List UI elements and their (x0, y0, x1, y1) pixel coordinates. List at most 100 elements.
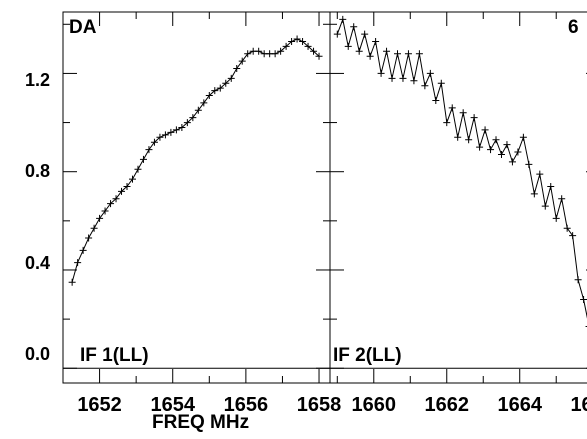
panel-label-if2: IF 2(LL) (333, 345, 402, 366)
data-point (552, 214, 560, 222)
data-point (161, 131, 169, 139)
data-point (339, 15, 347, 23)
x-tick-label: 1662 (425, 394, 470, 416)
corner-label-right: 6 (568, 17, 579, 38)
data-point (547, 182, 555, 190)
data-point (383, 47, 391, 55)
data-point (211, 87, 219, 95)
data-point (426, 69, 434, 77)
data-point (492, 136, 500, 144)
data-point (134, 165, 142, 173)
x-tick-label: 1656 (224, 394, 269, 416)
data-point (503, 141, 511, 149)
data-point (563, 224, 571, 232)
data-point (415, 50, 423, 58)
x-axis-label: FREQ MHz (152, 412, 249, 433)
tick-marks (62, 12, 587, 383)
chart-labels: DA 6 IF 1(LL) IF 2(LL) FREQ MHz 0.0 0.4 … (25, 17, 587, 433)
data-point (107, 200, 115, 208)
y-tick-label: 0.8 (25, 161, 50, 181)
data-point (96, 214, 104, 222)
data-series (68, 15, 587, 327)
data-point (355, 47, 363, 55)
data-point (282, 42, 290, 50)
data-point (536, 170, 544, 178)
data-point (519, 133, 527, 141)
x-tick-label: 1652 (77, 394, 122, 416)
panel-frame (329, 11, 587, 384)
data-point (227, 74, 235, 82)
data-point (222, 79, 230, 87)
data-point (128, 175, 136, 183)
data-point (194, 106, 202, 114)
data-point (465, 136, 473, 144)
data-point (361, 30, 369, 38)
data-point (497, 151, 505, 159)
data-point (277, 47, 285, 55)
data-point (580, 295, 587, 303)
data-point (167, 128, 175, 136)
data-point (118, 187, 126, 195)
data-point (244, 50, 252, 58)
data-point (183, 119, 191, 127)
data-point (366, 52, 374, 60)
data-point (404, 50, 412, 58)
data-point (525, 160, 533, 168)
x-tick-label: 1658 (297, 394, 342, 416)
data-point (508, 158, 516, 166)
data-point (315, 52, 323, 60)
data-point (569, 232, 577, 240)
series-line (336, 17, 587, 319)
data-point (344, 42, 352, 50)
data-point (514, 148, 522, 156)
data-point (90, 224, 98, 232)
data-point (68, 278, 76, 286)
data-point (421, 82, 429, 90)
data-point (304, 42, 312, 50)
data-point (394, 50, 401, 58)
data-point (388, 74, 396, 82)
y-tick-label: 0.4 (25, 253, 50, 273)
data-point (288, 37, 296, 45)
data-point (470, 114, 478, 122)
data-point (454, 133, 462, 141)
panel-frame (62, 11, 331, 384)
data-point (233, 65, 241, 73)
x-tick-label: 1654 (150, 394, 195, 416)
data-point (459, 109, 467, 117)
data-point (443, 119, 451, 127)
data-point (437, 79, 445, 87)
data-point (238, 57, 246, 65)
data-point (255, 47, 263, 55)
data-point (432, 96, 440, 104)
data-point (85, 234, 93, 242)
panel-label-if1: IF 1(LL) (80, 345, 149, 366)
panel-frames (62, 11, 587, 384)
data-point (448, 104, 456, 112)
data-point (530, 190, 538, 198)
data-point (372, 37, 380, 45)
y-tick-label: 0.0 (25, 344, 50, 364)
data-point (172, 126, 180, 134)
data-point (377, 69, 385, 77)
data-point (205, 92, 213, 100)
data-point (399, 74, 407, 82)
x-tick-label: 1664 (497, 394, 542, 416)
data-point (216, 84, 224, 92)
corner-label-left: DA (69, 17, 97, 38)
data-point (112, 195, 120, 203)
data-point (541, 202, 549, 210)
data-point (410, 77, 418, 85)
data-point (350, 23, 358, 31)
data-point (101, 207, 109, 215)
data-point (79, 246, 87, 254)
data-point (200, 99, 208, 107)
data-point (189, 114, 197, 122)
y-tick-label: 1.2 (25, 70, 50, 90)
data-point (333, 30, 341, 38)
data-point (178, 123, 186, 131)
data-point (487, 146, 495, 154)
data-point (139, 155, 147, 163)
